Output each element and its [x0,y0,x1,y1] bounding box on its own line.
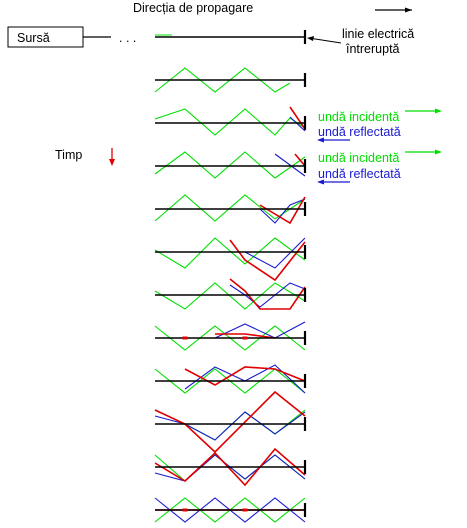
reflected-wave-10 [154,411,306,441]
incident-label-2: undă incidentă [318,151,399,165]
broken-line-pointer [308,37,342,44]
incident-wave-5 [154,194,306,222]
direction-arrowhead [405,7,412,13]
resultant-node-12-2 [242,508,248,512]
resultant-wave-8 [215,333,276,339]
time-arrowhead [109,159,115,166]
incident-arrowhead-1 [435,108,442,114]
reflected-wave-6 [244,237,306,269]
reflected-wave-4 [274,153,306,177]
incident-wave-3 [154,108,306,136]
resultant-wave-11 [154,447,306,487]
incident-wave-7 [154,282,306,310]
resultant-wave-5 [259,196,306,225]
resultant-wave-4 [294,153,306,167]
resultant-node-8-2 [242,336,248,340]
source-dots: . . . [119,31,136,45]
reflected-wave-7 [229,282,306,308]
direction-label: Direcția de propagare [133,1,253,15]
source-label: Sursă [17,31,50,45]
wave-rows [154,30,307,523]
resultant-wave-6 [229,239,306,282]
incident-wave-10 [154,409,306,441]
time-label: Timp [55,148,82,162]
reflected-arrowhead-2 [317,179,324,185]
reflected-wave-5 [259,198,306,224]
reflected-label-1: undă reflectată [318,125,401,139]
broken-line-label-2: întreruptă [345,42,400,56]
incident-wave-4 [154,151,306,179]
reflected-wave-8 [214,321,306,339]
reflected-arrowhead-1 [317,137,324,143]
resultant-wave-7 [229,278,306,310]
resultant-wave-3 [289,106,306,130]
reflected-label-2: undă reflectată [318,167,401,181]
resultant-node-12-1 [182,508,188,512]
incident-wave-6 [154,237,306,269]
broken-line-pointer-head [307,36,314,41]
resultant-wave-9 [184,366,306,386]
reflected-wave-3 [289,116,306,132]
incident-label-1: undă incidentă [318,110,399,124]
broken-line-label-1: linie electrică [342,27,414,41]
incident-arrowhead-2 [435,149,442,155]
resultant-node-8-1 [182,336,188,340]
